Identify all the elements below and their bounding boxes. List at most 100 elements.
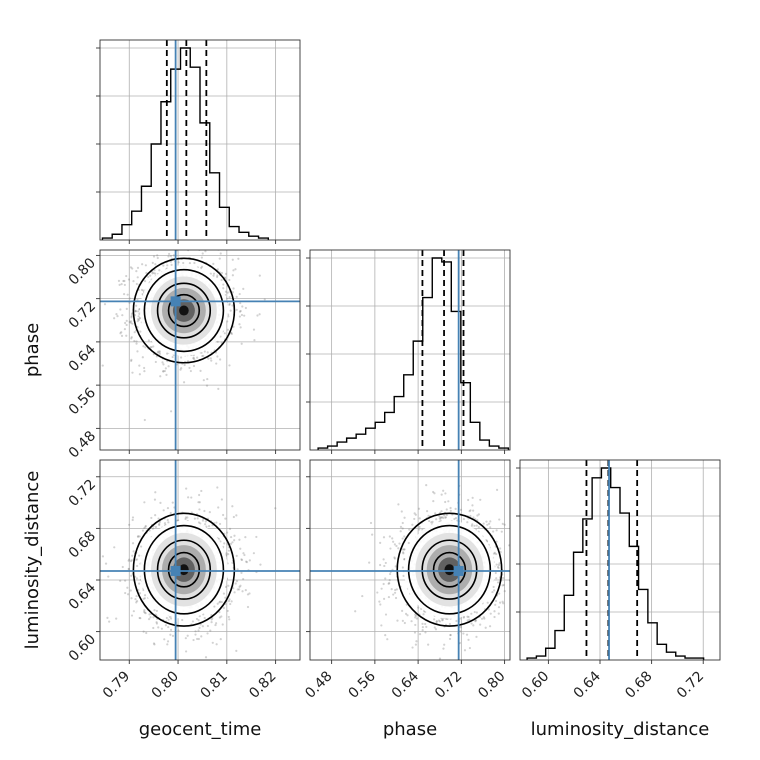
sample-point (220, 278, 223, 282)
sample-point (256, 314, 259, 317)
sample-point (216, 268, 219, 271)
sample-point (379, 541, 382, 544)
sample-point (274, 507, 277, 510)
sample-point (167, 365, 170, 368)
sample-point (150, 345, 153, 349)
sample-point (470, 524, 473, 527)
sample-point (216, 340, 219, 343)
sample-point (218, 616, 221, 619)
sample-point (463, 649, 467, 652)
sample-point (224, 517, 227, 520)
sample-point (473, 524, 476, 527)
sample-point (471, 496, 474, 499)
sample-point (128, 558, 131, 561)
sample-point (243, 314, 246, 317)
sample-point (434, 628, 438, 631)
sample-point (133, 339, 136, 343)
sample-point (169, 628, 173, 631)
sample-point (401, 548, 404, 551)
sample-point (115, 617, 118, 620)
sample-point (418, 525, 421, 529)
sample-point (164, 624, 168, 627)
sample-point (253, 339, 256, 342)
sample-point (172, 254, 175, 257)
sample-point (228, 527, 232, 530)
sample-point (158, 351, 161, 354)
sample-point (387, 582, 390, 585)
sample-point (188, 366, 191, 370)
sample-point (155, 621, 158, 624)
sample-point (218, 257, 221, 260)
sample-point (227, 553, 230, 556)
sample-point (154, 360, 157, 364)
sample-point (418, 632, 422, 636)
sample-point (130, 358, 133, 361)
sample-point (131, 542, 135, 545)
sample-point (196, 356, 199, 359)
sample-point (125, 274, 128, 278)
sample-point (403, 558, 406, 561)
contour-line (432, 551, 467, 588)
sample-point (441, 618, 444, 621)
sample-point (239, 584, 242, 587)
sample-point (239, 301, 242, 305)
sample-point (167, 521, 170, 524)
sample-point (221, 623, 224, 626)
sample-point (403, 621, 406, 625)
sample-point (195, 617, 199, 621)
sample-point (492, 585, 495, 589)
sample-point (218, 601, 221, 604)
sample-point (217, 506, 220, 509)
sample-point (226, 531, 229, 534)
sample-point (205, 246, 207, 248)
sample-point (240, 558, 243, 561)
contour-line (132, 512, 236, 627)
sample-point (208, 511, 211, 514)
sample-point (117, 279, 121, 282)
sample-point (414, 513, 417, 516)
sample-point (388, 572, 392, 576)
sample-point (394, 565, 397, 568)
sample-point (444, 516, 447, 519)
sample-point (149, 616, 152, 619)
sample-point (239, 547, 242, 550)
sample-point (166, 352, 169, 355)
sample-point (407, 541, 410, 545)
sample-point (170, 263, 173, 266)
sample-point (368, 561, 371, 564)
sample-point (154, 525, 158, 529)
sample-point (169, 511, 172, 515)
sample-point (489, 526, 492, 529)
sample-point (241, 590, 244, 593)
sample-point (390, 587, 393, 591)
sample-point (258, 313, 261, 316)
sample-point (131, 518, 134, 522)
sample-point (152, 255, 156, 258)
sample-point (143, 610, 146, 613)
sample-point (131, 371, 134, 374)
sample-point (138, 364, 141, 367)
x-axis-label-geocent_time: geocent_time (139, 719, 262, 740)
sample-point (213, 605, 216, 608)
sample-point (171, 501, 174, 504)
sample-point (414, 623, 417, 627)
sample-point (145, 271, 148, 275)
sample-point (137, 535, 140, 538)
x-axis-label-phase: phase (383, 719, 437, 740)
sample-point (127, 567, 130, 570)
sample-point (192, 357, 195, 360)
sample-point (449, 509, 452, 512)
sample-point (127, 567, 131, 571)
sample-point (151, 527, 155, 530)
sample-point (139, 330, 142, 333)
sample-point (498, 592, 501, 595)
sample-point (449, 506, 452, 510)
sample-point (133, 331, 136, 334)
sample-point (435, 518, 438, 521)
sample-point (441, 619, 444, 622)
sample-point (199, 369, 202, 372)
sample-point (131, 554, 134, 557)
sample-point (197, 501, 200, 504)
sample-point (167, 618, 170, 621)
sample-point (158, 523, 161, 527)
